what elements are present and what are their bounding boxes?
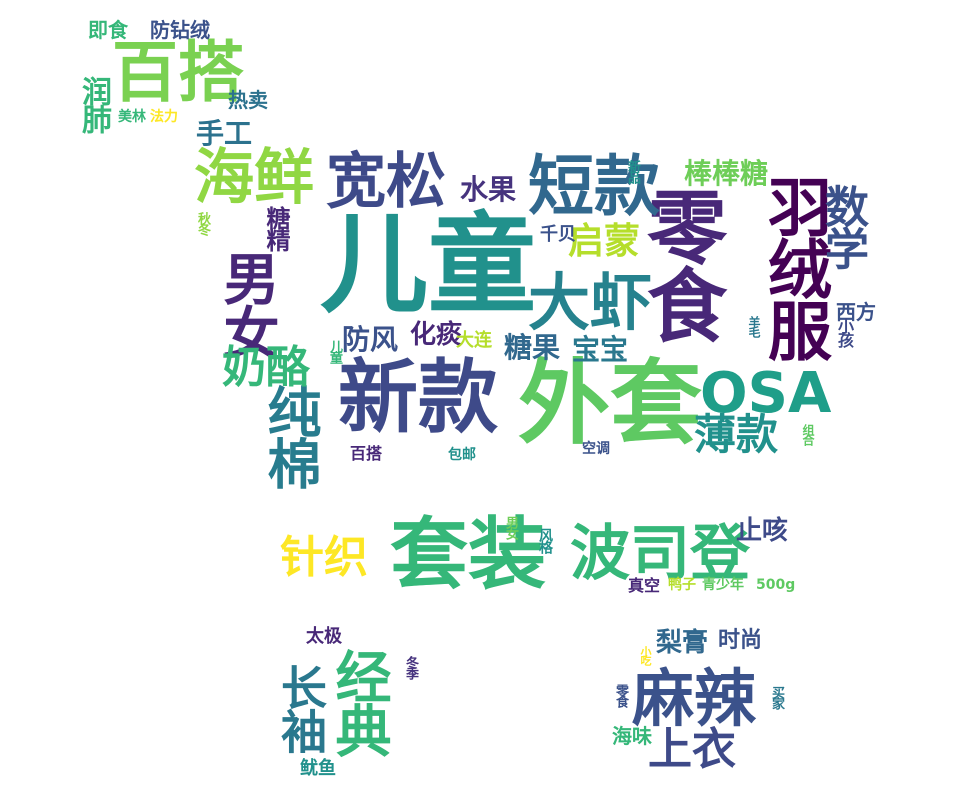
word-yazi: 鸭子 xyxy=(668,577,696,593)
word-kuansong: 宽松 xyxy=(326,147,446,217)
word-shuiguo: 水果 xyxy=(460,173,517,206)
word-shangyi: 上衣 xyxy=(648,724,736,775)
word-jishi: 即食 xyxy=(88,18,128,42)
word-nailao: 奶酪 xyxy=(222,342,310,393)
word-daxia: 大虾 xyxy=(528,266,653,339)
word-qingshaonian: 青少年 xyxy=(702,577,744,593)
word-tangguo: 糖果 xyxy=(504,331,561,364)
word-shishang: 时尚 xyxy=(718,628,763,653)
word-ertong: 儿童 xyxy=(320,203,537,328)
word-xiaochi: 小吃 xyxy=(639,646,652,664)
word-dongji: 冬季 xyxy=(403,656,418,678)
word-haixian: 海鲜 xyxy=(194,143,314,213)
word-dalian: 大连 xyxy=(456,330,492,351)
word-xiaohai: 小孩 xyxy=(835,318,854,346)
word-ertong-small: 儿童 xyxy=(327,340,342,362)
word-fengge: 风格 xyxy=(537,528,553,552)
word-duankuan: 短款 xyxy=(528,148,660,225)
word-baida-small: 百搭 xyxy=(350,444,383,463)
word-mala: 麻辣 xyxy=(632,662,757,735)
word-fangzuanrong: 防钻绒 xyxy=(150,18,210,42)
word-baokuan: 薄款 xyxy=(694,410,779,459)
word-baobao: 宝宝 xyxy=(572,333,629,366)
word-fangfeng: 防风 xyxy=(342,323,399,356)
word-zhenkong: 真空 xyxy=(628,576,661,595)
word-qiudong: 秋冬 xyxy=(195,212,210,234)
word-bosideng: 波司登 xyxy=(570,519,750,589)
word-qianbei: 千贝 xyxy=(540,224,576,245)
word-zhike: 止咳 xyxy=(736,516,789,546)
word-changxiu: 长袖 xyxy=(274,664,328,752)
word-yangmao: 羊毛 xyxy=(747,316,761,336)
word-fali: 法力 xyxy=(150,109,178,125)
word-jingdian: 经典 xyxy=(326,648,391,756)
word-xinkuan: 新款 xyxy=(338,351,498,444)
word-osa: OSA xyxy=(700,361,832,426)
word-taozhuang: 套装 xyxy=(390,510,547,600)
word-qimeng: 启蒙 xyxy=(568,221,641,262)
word-nannv: 男女 xyxy=(214,250,279,358)
word-youyu: 鱿鱼 xyxy=(300,758,336,779)
word-zuhe: 组合 xyxy=(801,424,815,444)
word-nannv-small: 男女 xyxy=(503,516,518,538)
word-maijia: 买家 xyxy=(769,686,784,708)
word-meilin: 美林 xyxy=(118,109,146,125)
word-xinpin: 新品 xyxy=(625,160,640,182)
word-yurongfu: 羽绒服 xyxy=(757,174,831,360)
word-tangjing: 糖精 xyxy=(262,206,290,250)
word-kongtiao: 空调 xyxy=(582,441,610,457)
word-shougong: 手工 xyxy=(196,117,253,150)
word-zhenzhi: 针织 xyxy=(280,532,368,583)
word-waitao: 外套 xyxy=(518,350,703,457)
word-taiji: 太极 xyxy=(306,626,342,647)
word-ligao: 梨膏 xyxy=(656,628,709,658)
word-baida: 百搭 xyxy=(112,34,244,111)
word-baoyou: 包邮 xyxy=(448,447,476,463)
word-lingshi: 零食 xyxy=(634,186,727,342)
word-haiwei: 海味 xyxy=(612,724,652,748)
word-remai: 热卖 xyxy=(228,88,268,112)
word-runfei: 润肺 xyxy=(76,76,111,132)
word-huatan: 化痰 xyxy=(410,320,463,350)
word-chunmian: 纯棉 xyxy=(258,384,321,488)
word-shuxue: 数学 xyxy=(817,184,868,268)
word-xifang: 西方 xyxy=(836,300,876,324)
word-500g: 500g xyxy=(756,577,796,593)
word-bangbangtang: 棒棒糖 xyxy=(684,157,769,190)
word-lingshi-small: 零食 xyxy=(613,684,628,706)
